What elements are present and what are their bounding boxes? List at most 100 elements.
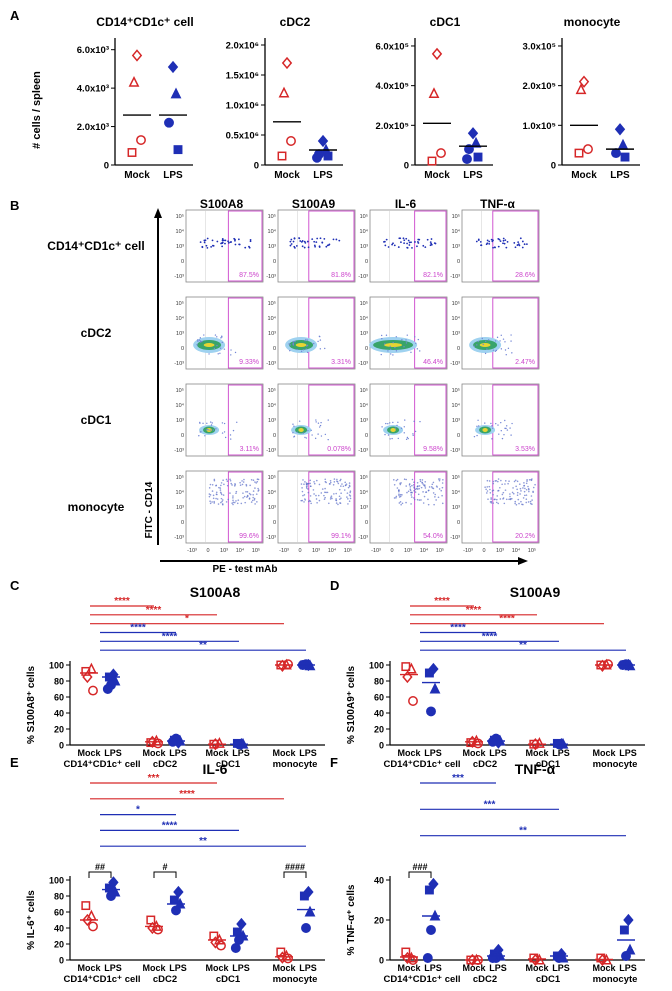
event-dot [505, 498, 508, 501]
data-point-mock [213, 737, 225, 748]
event-dot [232, 501, 235, 504]
event-dot [425, 491, 428, 493]
data-point-mock [408, 955, 418, 965]
event-dot [238, 243, 241, 246]
event-dot [211, 483, 214, 486]
event-dot [222, 239, 225, 242]
event-dot [509, 495, 511, 498]
event-dot [413, 489, 415, 492]
event-dot [495, 498, 498, 501]
flow-plot: 10⁵ 10⁴ 10³ 0 -10³ -10³ 0 10³ 10⁴ 10⁵ 99.6% [174, 470, 264, 554]
event-dot [319, 424, 322, 427]
data-point-mock [81, 666, 91, 676]
density-core [298, 428, 304, 432]
event-dot [392, 354, 394, 356]
event-dot [387, 423, 389, 425]
event-dot [478, 425, 480, 427]
event-dot [380, 353, 382, 356]
x-category-label: Mock [205, 748, 229, 758]
event-dot [505, 246, 508, 249]
density-core [479, 343, 491, 347]
event-dot [519, 237, 522, 240]
y-tick-label: 3.0x10⁵ [522, 41, 556, 52]
event-dot [523, 490, 526, 493]
event-dot [510, 334, 512, 336]
data-point-lps [619, 925, 629, 935]
x-category-label: LPS [619, 963, 637, 973]
event-dot [220, 493, 223, 496]
paired-bracket [408, 871, 432, 878]
gate-percent: 82.1% [423, 272, 443, 279]
group-label: cDC1 [536, 974, 561, 985]
event-dot [387, 246, 390, 248]
event-dot [306, 345, 308, 347]
flow-y-tick-label: 10⁵ [360, 474, 368, 481]
event-dot [501, 483, 503, 486]
event-dot [214, 334, 217, 336]
flow-y-tick-label: 10³ [268, 505, 276, 511]
flow-y-tick-label: -10³ [358, 361, 368, 367]
event-dot [208, 495, 211, 498]
event-dot [289, 350, 291, 352]
panel-a-chart: cDC1 0 2.0x10⁵ 4.0x10⁵ 6.0x10⁵ Mock LPS [375, 15, 493, 181]
event-dot [427, 498, 429, 501]
data-point-mock [153, 924, 163, 935]
event-dot [213, 347, 216, 350]
event-dot [493, 246, 496, 249]
event-dot [254, 481, 256, 483]
event-dot [431, 483, 434, 486]
flow-y-tick-label: 0 [181, 433, 184, 439]
flow-plot: 10⁵ 10⁴ 10³ 0 -10³ 82.1% [358, 209, 448, 283]
event-dot [492, 480, 495, 483]
event-dot [301, 487, 303, 489]
event-dot [497, 480, 499, 483]
event-dot [324, 491, 326, 494]
event-dot [419, 350, 421, 352]
significance-label: **** [130, 623, 146, 634]
flow-x-tick-label: 0 [298, 548, 301, 554]
event-dot [399, 237, 402, 240]
event-dot [395, 479, 398, 482]
data-point-lps [467, 127, 479, 140]
event-dot [392, 242, 394, 245]
significance-label: ** [519, 640, 527, 651]
event-dot [531, 478, 533, 480]
event-dot [403, 432, 405, 434]
event-dot [315, 494, 317, 497]
event-dot [387, 350, 389, 352]
flow-y-tick-label: -10³ [174, 361, 184, 367]
event-dot [213, 502, 216, 504]
event-dot [526, 478, 528, 481]
event-dot [239, 481, 241, 484]
event-dot [234, 239, 236, 242]
event-dot [514, 246, 517, 249]
flow-x-tick-label: 10⁵ [436, 547, 444, 554]
event-dot [517, 243, 520, 246]
event-dot [224, 242, 226, 245]
event-dot [216, 344, 218, 347]
event-dot [491, 427, 494, 429]
event-dot [514, 479, 517, 482]
event-dot [411, 478, 414, 481]
flow-x-tick-label: 0 [206, 548, 209, 554]
event-dot [416, 481, 419, 484]
event-dot [347, 503, 349, 505]
x-category-label: Mock [462, 748, 486, 758]
flow-x-tick-label: 0 [482, 548, 485, 554]
event-dot [215, 491, 218, 494]
event-dot [393, 244, 396, 247]
event-dot [236, 421, 238, 423]
event-dot [333, 481, 336, 483]
flow-y-tick-label: 10⁵ [360, 387, 368, 394]
event-dot [506, 240, 509, 243]
event-dot [499, 240, 502, 242]
event-dot [518, 502, 520, 505]
event-dot [230, 482, 233, 485]
flow-y-tick-label: 0 [457, 520, 460, 526]
event-dot [336, 478, 338, 481]
event-dot [339, 479, 341, 482]
flow-plot: 10⁵ 10⁴ 10³ 0 -10³ 3.31% [266, 296, 356, 370]
event-dot [211, 422, 213, 424]
y-tick-label: 0 [379, 741, 384, 751]
event-dot [249, 493, 252, 496]
